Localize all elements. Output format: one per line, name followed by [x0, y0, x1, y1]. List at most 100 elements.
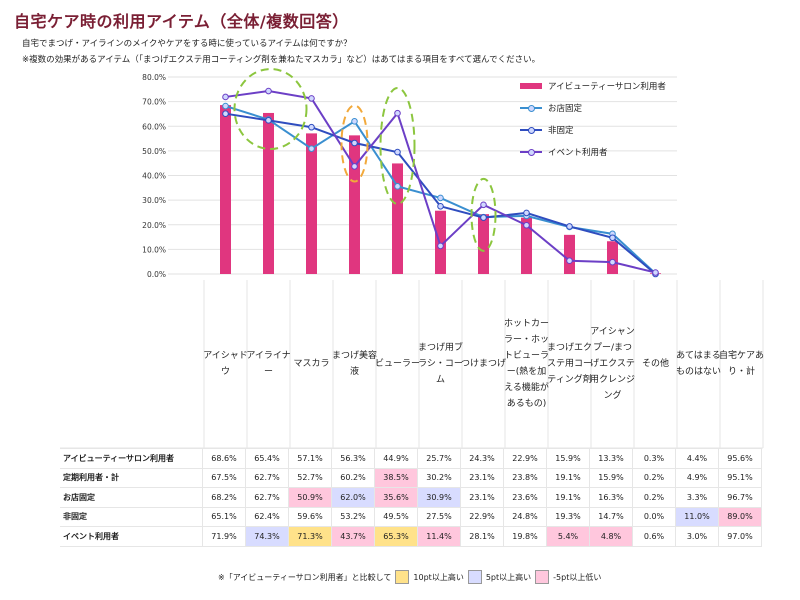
- legend-label: お店固定: [548, 104, 583, 114]
- legend-swatch-bar: [520, 83, 542, 89]
- series-point: [609, 258, 616, 266]
- legend-item-event: イベント利用者: [520, 141, 700, 163]
- table-cell: 56.3%: [331, 448, 375, 469]
- table-cell: 23.6%: [503, 487, 547, 508]
- page-title: 自宅ケア時の利用アイテム（全体/複数回答）: [14, 12, 349, 31]
- bar-mark: [521, 217, 532, 274]
- highlight-ellipse: [379, 86, 416, 205]
- series-point: [222, 110, 229, 117]
- legend-item-salon-users: アイビューティーサロン利用者: [520, 75, 700, 97]
- category-label: 自宅ケアあり・計: [719, 349, 764, 377]
- table-cell: 4.4%: [675, 448, 719, 469]
- series-point: [222, 102, 229, 110]
- table-cell: 65.4%: [245, 448, 289, 469]
- table-cell: 19.8%: [503, 526, 547, 547]
- table-cell: 23.1%: [460, 487, 504, 508]
- category-label: まつげ用ブラシ・コーム: [418, 341, 463, 385]
- table-cell: 28.1%: [460, 526, 504, 547]
- series-point: [308, 145, 315, 152]
- category-label: アイシャンプー/まつげエクステ用クレンジング: [590, 327, 635, 401]
- table-cell: 11.4%: [417, 526, 461, 547]
- series-point: [609, 234, 616, 242]
- legend-item-non-fixed: 非固定: [520, 119, 700, 141]
- series-point: [222, 93, 229, 101]
- bar-mark: [220, 105, 231, 274]
- series-point: [308, 95, 315, 102]
- y-tick-label: 60.0%: [142, 122, 166, 131]
- table-row: アイビューティーサロン利用者 68.6% 65.4% 57.1% 56.3% 44.9% 2…: [60, 448, 762, 469]
- table-cell: 62.4%: [245, 506, 289, 527]
- footnote-hi5: 5pt以上高い: [485, 572, 532, 582]
- bar-mark: [306, 133, 317, 274]
- series-point: [265, 87, 272, 95]
- table-cell: 95.1%: [718, 467, 762, 488]
- table-cell: 89.0%: [718, 506, 762, 527]
- table-cell: 95.6%: [718, 448, 762, 469]
- table-cell: 24.3%: [460, 448, 504, 469]
- table-cell: 4.9%: [675, 467, 719, 488]
- y-tick-label: 50.0%: [142, 147, 166, 156]
- table-cell: 19.3%: [546, 506, 590, 527]
- table-cell: 52.7%: [288, 467, 332, 488]
- legend-line-non-fixed: [520, 127, 542, 134]
- category-label: まつげエクステ用コーティング剤: [547, 342, 592, 385]
- highlight-ellipse: [233, 68, 308, 151]
- table-cell: 50.9%: [288, 487, 332, 508]
- table-cell: 62.7%: [245, 467, 289, 488]
- table-cell: 67.5%: [202, 467, 246, 488]
- table-cell: 96.7%: [718, 487, 762, 508]
- row-label: お店固定: [60, 487, 203, 508]
- table-cell: 60.2%: [331, 467, 375, 488]
- legend-label: イベント利用者: [548, 148, 608, 158]
- table-cell: 71.9%: [202, 526, 246, 547]
- table-cell: 68.6%: [202, 448, 246, 469]
- table-cell: 3.3%: [675, 487, 719, 508]
- table-cell: 44.9%: [374, 448, 418, 469]
- footnote-lo5: -5pt以上低い: [553, 572, 602, 582]
- series-point: [566, 223, 573, 230]
- series-point: [394, 109, 401, 117]
- table-cell: 24.8%: [503, 506, 547, 527]
- table-cell: 65.3%: [374, 526, 418, 547]
- table-cell: 30.2%: [417, 467, 461, 488]
- survey-question: 自宅でまつげ・アイラインのメイクやケアをする時に使っているアイテムは何ですか？: [22, 39, 352, 49]
- legend-line-event: [520, 149, 542, 156]
- series-point: [652, 269, 659, 276]
- table-cell: 27.5%: [417, 506, 461, 527]
- table-cell: 0.2%: [632, 467, 676, 488]
- row-label: イベント利用者: [60, 526, 203, 547]
- table-cell: 57.1%: [288, 448, 332, 469]
- legend-label: 非固定: [548, 126, 574, 136]
- series-point: [394, 183, 401, 190]
- table-cell: 13.3%: [589, 448, 633, 469]
- table-cell: 23.8%: [503, 467, 547, 488]
- table-cell: 74.3%: [245, 526, 289, 547]
- legend-box-lo5: [535, 570, 550, 584]
- table-cell: 11.0%: [675, 506, 719, 527]
- row-label: アイビューティーサロン利用者: [60, 448, 203, 469]
- table-row: 非固定 65.1% 62.4% 59.6% 53.2% 49.5% 27.5% 22.9% 24…: [60, 506, 762, 527]
- y-tick-label: 20.0%: [142, 221, 166, 230]
- table-cell: 19.1%: [546, 467, 590, 488]
- footnote-prefix: ※「アイビューティーサロン利用者」と比較して: [218, 572, 392, 582]
- table-cell: 16.3%: [589, 487, 633, 508]
- bar-mark: [564, 234, 575, 274]
- row-label: 非固定: [60, 506, 203, 527]
- footnote-hi10: 10pt以上高い: [413, 572, 464, 582]
- y-tick-label: 10.0%: [142, 245, 166, 254]
- series-point: [437, 242, 444, 250]
- y-tick-label: 40.0%: [142, 172, 166, 181]
- table-cell: 0.3%: [632, 448, 676, 469]
- series-point: [480, 201, 487, 209]
- series-point: [437, 194, 444, 202]
- series-point: [523, 209, 530, 217]
- legend-item-store-fixed: お店固定: [520, 97, 700, 119]
- series-point: [351, 139, 358, 147]
- series-point: [523, 221, 530, 229]
- table-cell: 22.9%: [503, 448, 547, 469]
- category-label: あてはまるものはない: [676, 350, 721, 377]
- bar-mark: [435, 210, 446, 274]
- series-point: [351, 118, 358, 125]
- category-label: まつげ美容液: [332, 349, 377, 377]
- row-label: 定期利用者・計: [60, 467, 203, 488]
